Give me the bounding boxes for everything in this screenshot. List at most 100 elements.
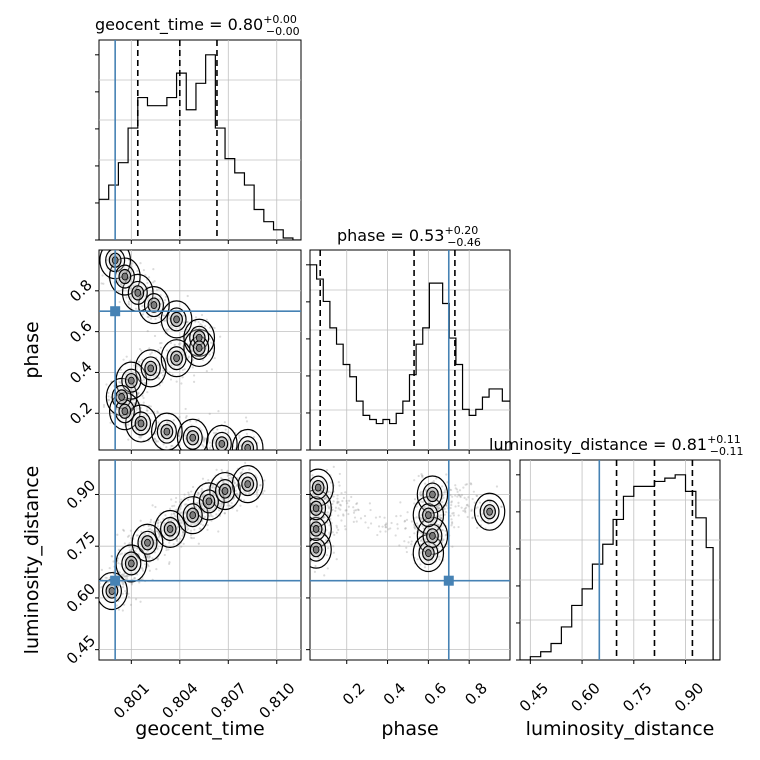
sample-point (454, 487, 457, 490)
sample-point (230, 476, 233, 479)
sample-point (303, 542, 305, 544)
contour-level (138, 286, 170, 325)
sample-point (130, 265, 133, 268)
sample-point (181, 376, 184, 379)
sample-point (444, 529, 447, 532)
sample-point (112, 394, 115, 398)
sample-point (201, 489, 204, 492)
sample-point (245, 451, 247, 453)
sample-point (464, 511, 467, 514)
sample-point (306, 551, 308, 553)
sample-point (116, 408, 119, 411)
sample-point (217, 509, 221, 512)
sample-point (445, 473, 448, 476)
sample-point (162, 439, 165, 442)
sample-point (107, 399, 110, 402)
sample-point (405, 550, 408, 554)
sample-point (148, 554, 151, 557)
sample-point (173, 504, 176, 507)
sample-point (197, 542, 200, 545)
sample-point (234, 489, 238, 492)
sample-point (147, 528, 150, 531)
sample-point (128, 396, 131, 399)
sample-point (291, 500, 293, 502)
sample-point (130, 548, 133, 551)
sample-point (255, 490, 259, 494)
contour-level (473, 492, 506, 531)
sample-point (323, 497, 327, 500)
sample-point (445, 533, 448, 536)
sample-point (196, 521, 199, 525)
sample-point (355, 502, 358, 506)
sample-point (215, 436, 218, 439)
sample-point (179, 512, 182, 515)
sample-point (141, 313, 145, 316)
sample-point (465, 483, 469, 486)
sample-point (302, 514, 304, 516)
contour-level (108, 587, 116, 595)
sample-point (419, 494, 422, 497)
sample-point (195, 453, 197, 455)
sample-point (302, 508, 304, 510)
sample-point (187, 356, 190, 359)
sample-point (295, 534, 297, 536)
sample-point (191, 366, 194, 369)
sample-point (149, 405, 152, 408)
sample-point (464, 506, 468, 509)
sample-point (297, 523, 299, 525)
sample-point (435, 515, 438, 518)
sample-point (152, 374, 155, 378)
sample-point (154, 449, 157, 450)
sample-point (325, 487, 328, 490)
sample-point (357, 508, 360, 512)
truth-marker (443, 575, 454, 586)
contour-level (115, 544, 148, 583)
sample-point (454, 494, 457, 497)
sample-point (172, 518, 175, 521)
ytick-label-luminosity_distance: 0.90 (63, 476, 99, 512)
sample-point (142, 268, 145, 272)
sample-point (187, 355, 191, 358)
sample-point (158, 384, 161, 387)
sample-point (326, 504, 329, 507)
sample-point (147, 532, 150, 536)
sample-point (255, 505, 258, 508)
sample-point (458, 489, 462, 492)
sample-point (125, 355, 128, 358)
sample-point (175, 327, 178, 330)
sample-point (194, 316, 198, 319)
sample-point (293, 517, 295, 519)
sample-point (198, 327, 201, 330)
sample-point (158, 377, 161, 380)
contour-level (144, 538, 151, 547)
sample-point (139, 519, 142, 522)
sample-point (174, 509, 177, 512)
sample-point (189, 420, 192, 423)
sample-point (159, 520, 162, 524)
sample-point (319, 499, 322, 502)
sample-point (307, 509, 309, 511)
sample-point (331, 502, 334, 506)
sample-point (156, 525, 160, 528)
sample-point (203, 507, 206, 510)
sample-point (377, 525, 381, 528)
sample-point (129, 359, 132, 362)
sample-point (432, 506, 435, 509)
sample-point (334, 509, 337, 512)
sample-point (140, 566, 143, 569)
sample-point (220, 504, 223, 507)
sample-point (327, 490, 330, 493)
sample-point (385, 526, 388, 529)
sample-point (185, 503, 188, 506)
sample-point (239, 452, 241, 454)
sample-point (155, 288, 159, 291)
sample-point (419, 493, 423, 496)
sample-point (453, 526, 456, 529)
sample-point (170, 519, 173, 522)
contour-geocent_time-phase (99, 250, 264, 450)
sample-point (121, 582, 124, 585)
sample-point (444, 491, 447, 494)
sample-point (423, 505, 426, 508)
sample-point (123, 575, 127, 578)
sample-point (348, 499, 351, 502)
